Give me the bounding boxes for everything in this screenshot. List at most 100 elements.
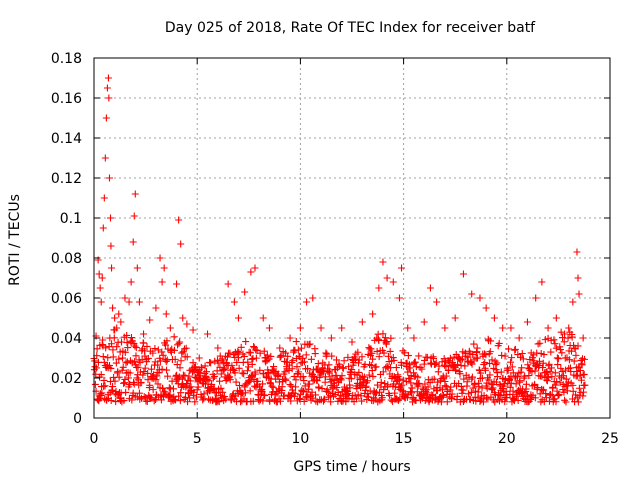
baseline-point [401,349,409,357]
baseline-point [570,357,578,365]
baseline-point [367,345,375,353]
baseline-point [443,398,451,406]
data-point [459,270,467,278]
baseline-point [534,340,542,348]
baseline-point [170,346,178,354]
data-point [135,298,143,306]
baseline-point [163,366,171,374]
baseline-point [99,353,107,361]
baseline-point [558,367,566,375]
chart-title: Day 025 of 2018, Rate Of TEC Index for r… [165,20,536,36]
y-tick-label: 0.16 [51,91,82,107]
baseline-point [129,389,137,397]
baseline-point [553,378,561,386]
baseline-point [387,334,395,342]
baseline-point [519,355,527,363]
baseline-point [386,347,394,355]
baseline-point [281,375,289,383]
baseline-point [546,390,554,398]
baseline-point [149,386,157,394]
baseline-point [180,345,188,353]
baseline-point [243,367,251,375]
data-point [544,324,552,332]
baseline-point [415,379,423,387]
baseline-point [389,354,397,362]
baseline-point [438,386,446,394]
baseline-point [246,387,254,395]
data-point [152,304,160,312]
baseline-point [140,339,148,347]
baseline-point [174,380,182,388]
baseline-point [130,380,138,388]
baseline-point [109,346,117,354]
baseline-point [556,379,564,387]
baseline-point [574,398,582,406]
data-point [468,290,476,298]
data-point [296,324,304,332]
baseline-point [300,397,308,405]
baseline-point [228,362,236,370]
baseline-point [307,355,315,363]
baseline-point [269,383,277,391]
data-point [241,288,249,296]
baseline-point [107,397,115,405]
baseline-point [296,353,304,361]
baseline-point [311,350,319,358]
baseline-point [217,370,225,378]
baseline-point [486,348,494,356]
baseline-point [196,369,204,377]
data-point [166,324,174,332]
baseline-point [172,396,180,404]
baseline-point [358,353,366,361]
baseline-point [216,377,224,385]
baseline-point [561,396,569,404]
baseline-point [399,376,407,384]
data-point [499,324,507,332]
y-tick-label: 0.18 [51,51,82,67]
baseline-point [121,348,129,356]
baseline-point [332,371,340,379]
data-point [383,274,391,282]
baseline-point [143,397,151,405]
baseline-point [113,343,121,351]
baseline-point [215,398,223,406]
data-point [130,212,138,220]
baseline-point [207,359,215,367]
data-point [348,338,356,346]
baseline-point [560,388,568,396]
baseline-point [159,384,167,392]
baseline-point [233,358,241,366]
baseline-point [132,352,140,360]
baseline-point [210,384,218,392]
baseline-point [246,377,254,385]
data-point [133,264,141,272]
baseline-point [373,347,381,355]
x-tick-labels: 0 5 10 15 20 25 [90,431,619,447]
baseline-point [202,368,210,376]
baseline-point [336,362,344,370]
baseline-point [496,380,504,388]
data-point [441,324,449,332]
data-point [420,318,428,326]
baseline-point [531,380,539,388]
baseline-point [567,368,575,376]
baseline-point [337,376,345,384]
data-point [183,320,191,328]
baseline-point [550,336,558,344]
baseline-point [412,397,420,405]
baseline-point [447,383,455,391]
baseline-point [423,353,431,361]
baseline-point [115,373,123,381]
baseline-point [508,363,516,371]
baseline-point [501,398,509,406]
baseline-point [378,394,386,402]
baseline-point [252,354,260,362]
baseline-point [572,351,580,359]
baseline-point [256,349,264,357]
baseline-point [430,355,438,363]
baseline-point [511,346,519,354]
baseline-point [226,376,234,384]
baseline-point [577,376,585,384]
baseline-point [152,376,160,384]
data-point [99,224,107,232]
